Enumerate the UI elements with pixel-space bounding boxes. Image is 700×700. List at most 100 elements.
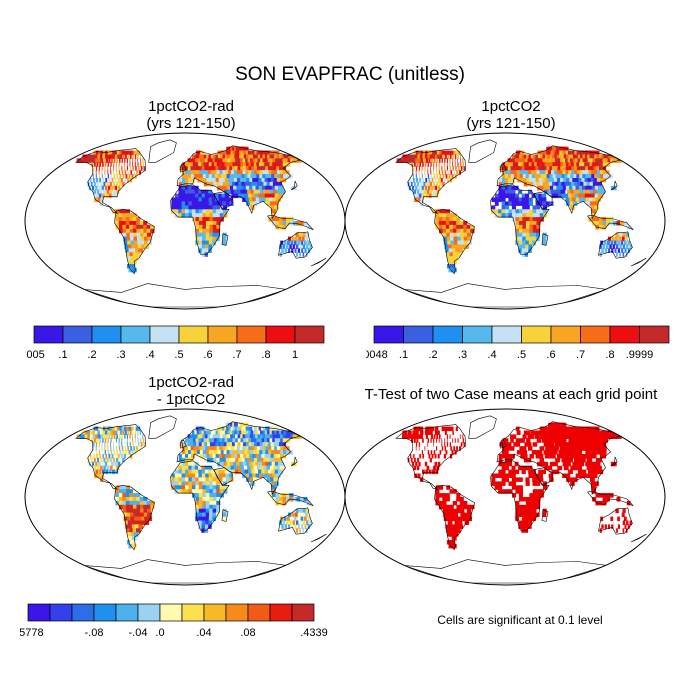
coastline-uk	[180, 163, 187, 173]
panel-title-line: - 1pctCO2	[156, 391, 226, 408]
coastline-eurasia	[496, 145, 621, 219]
panel-title-bottom-right: T-Test of two Case means at each grid po…	[340, 386, 682, 403]
colorbar-label: .1	[399, 349, 408, 360]
colorbar-label: .9999	[626, 349, 654, 360]
coastline-greenland	[468, 415, 497, 439]
colorbar-top-right: .0048 .1 .2 .3 .4 .5 .6 .7 .8 .9999	[366, 325, 670, 360]
coastline-southAmerica	[114, 208, 155, 275]
coastline-eurasia	[176, 421, 301, 495]
coastline-southAmerica	[114, 484, 155, 551]
colorbar-swatch	[181, 603, 205, 622]
panel-title-line: (yrs 121-150)	[466, 115, 556, 132]
colorbar-swatch	[91, 325, 122, 344]
coastline-uk	[500, 439, 507, 449]
map-field-cells	[76, 146, 312, 273]
colorbar-swatch	[159, 603, 183, 622]
map-1pctco2	[344, 132, 666, 310]
colorbar-label: .3	[116, 349, 125, 360]
coastlines	[395, 139, 647, 308]
coastline-indonesia	[267, 214, 314, 231]
coastline-indonesia	[587, 214, 634, 231]
colorbar-swatch	[247, 603, 271, 622]
coastline-antarctica	[403, 283, 607, 308]
panel-title-line: 1pctCO2-rad	[148, 98, 234, 115]
coastline-madagascar	[221, 509, 229, 522]
panel-title-line: T-Test of two Case means at each grid po…	[364, 386, 658, 403]
colorbar-swatch	[265, 325, 296, 344]
coastline-southAmerica	[434, 208, 475, 275]
coastline-indonesia	[267, 490, 314, 507]
coastline-africa	[170, 184, 230, 255]
colorbar-swatch	[149, 325, 180, 344]
colorbar-swatch	[207, 325, 238, 344]
colorbar-label: .0048	[366, 349, 388, 360]
map-difference	[24, 408, 346, 586]
map-frame	[344, 132, 666, 310]
colorbar-label: .005	[26, 349, 45, 360]
coastlines	[75, 415, 327, 584]
panel-title-line: 1pctCO2-rad	[148, 374, 234, 391]
coastline-antarctica	[403, 559, 607, 584]
colorbar-swatch	[71, 603, 95, 622]
colorbar-label: .2	[87, 349, 96, 360]
colorbar-label: .5	[174, 349, 183, 360]
coastline-madagascar	[541, 233, 549, 246]
colorbar-swatch	[225, 603, 249, 622]
colorbar-swatch	[550, 325, 581, 344]
colorbar-swatch	[49, 603, 73, 622]
colorbar-swatch	[294, 325, 325, 344]
coastline-greenland	[148, 415, 177, 439]
coastline-antarctica	[83, 559, 287, 584]
coastline-madagascar	[221, 233, 229, 246]
colorbar-label: .8	[261, 349, 270, 360]
map-ttest	[344, 408, 666, 586]
panel-title-line: 1pctCO2	[481, 98, 541, 115]
colorbar-label: .2	[428, 349, 437, 360]
coastline-eurasia	[496, 421, 621, 495]
coastline-eurasia	[176, 145, 301, 219]
colorbar-swatch	[27, 603, 51, 622]
coastline-australia	[278, 507, 313, 535]
coastline-northAmerica	[395, 424, 466, 490]
map-field-cells	[396, 146, 632, 273]
coastline-africa	[490, 460, 550, 531]
coastline-greenland	[148, 139, 177, 163]
coastline-africa	[170, 460, 230, 531]
colorbar-top-left: .005 .1 .2 .3 .4 .5 .6 .7 .8 1	[26, 325, 325, 360]
map-1pctco2-rad	[24, 132, 346, 310]
colorbar-swatch	[236, 325, 267, 344]
coastline-australia	[598, 507, 633, 535]
coastline-australia	[278, 231, 313, 259]
coastline-arabia	[533, 467, 553, 486]
coastline-arabia	[533, 191, 553, 210]
panel-title-top-left: 1pctCO2-rad (yrs 121-150)	[35, 98, 347, 132]
colorbar-label: .8	[605, 349, 614, 360]
coastline-japan	[291, 180, 298, 190]
coastline-japan	[291, 456, 298, 466]
colorbar-swatch	[178, 325, 209, 344]
colorbar-swatch	[203, 603, 227, 622]
panel-title-top-right: 1pctCO2 (yrs 121-150)	[355, 98, 667, 132]
coastline-arabia	[213, 467, 233, 486]
coastlines	[395, 415, 647, 584]
colorbar-label: 1	[292, 349, 298, 360]
coastline-northAmerica	[75, 424, 146, 490]
coastline-madagascar	[541, 509, 549, 522]
colorbar-swatch	[580, 325, 611, 344]
colorbar-label: .7	[576, 349, 585, 360]
colorbar-swatch	[115, 603, 139, 622]
panel-title-line: (yrs 121-150)	[146, 115, 236, 132]
colorbar-swatch	[462, 325, 493, 344]
coastline-africa	[490, 184, 550, 255]
panel-title-bottom-left: 1pctCO2-rad - 1pctCO2	[35, 374, 347, 408]
coastline-northAmerica	[75, 148, 146, 214]
colorbar-swatch	[639, 325, 670, 344]
colorbar-swatch	[432, 325, 463, 344]
coastline-antarctica	[83, 283, 287, 308]
colorbar-swatch	[491, 325, 522, 344]
colorbar-swatch	[269, 603, 293, 622]
colorbar-label: .6	[546, 349, 555, 360]
colorbar-label: .4	[487, 349, 496, 360]
significance-note: Cells are significant at 0.1 level	[437, 613, 603, 627]
colorbar-swatch	[33, 325, 64, 344]
